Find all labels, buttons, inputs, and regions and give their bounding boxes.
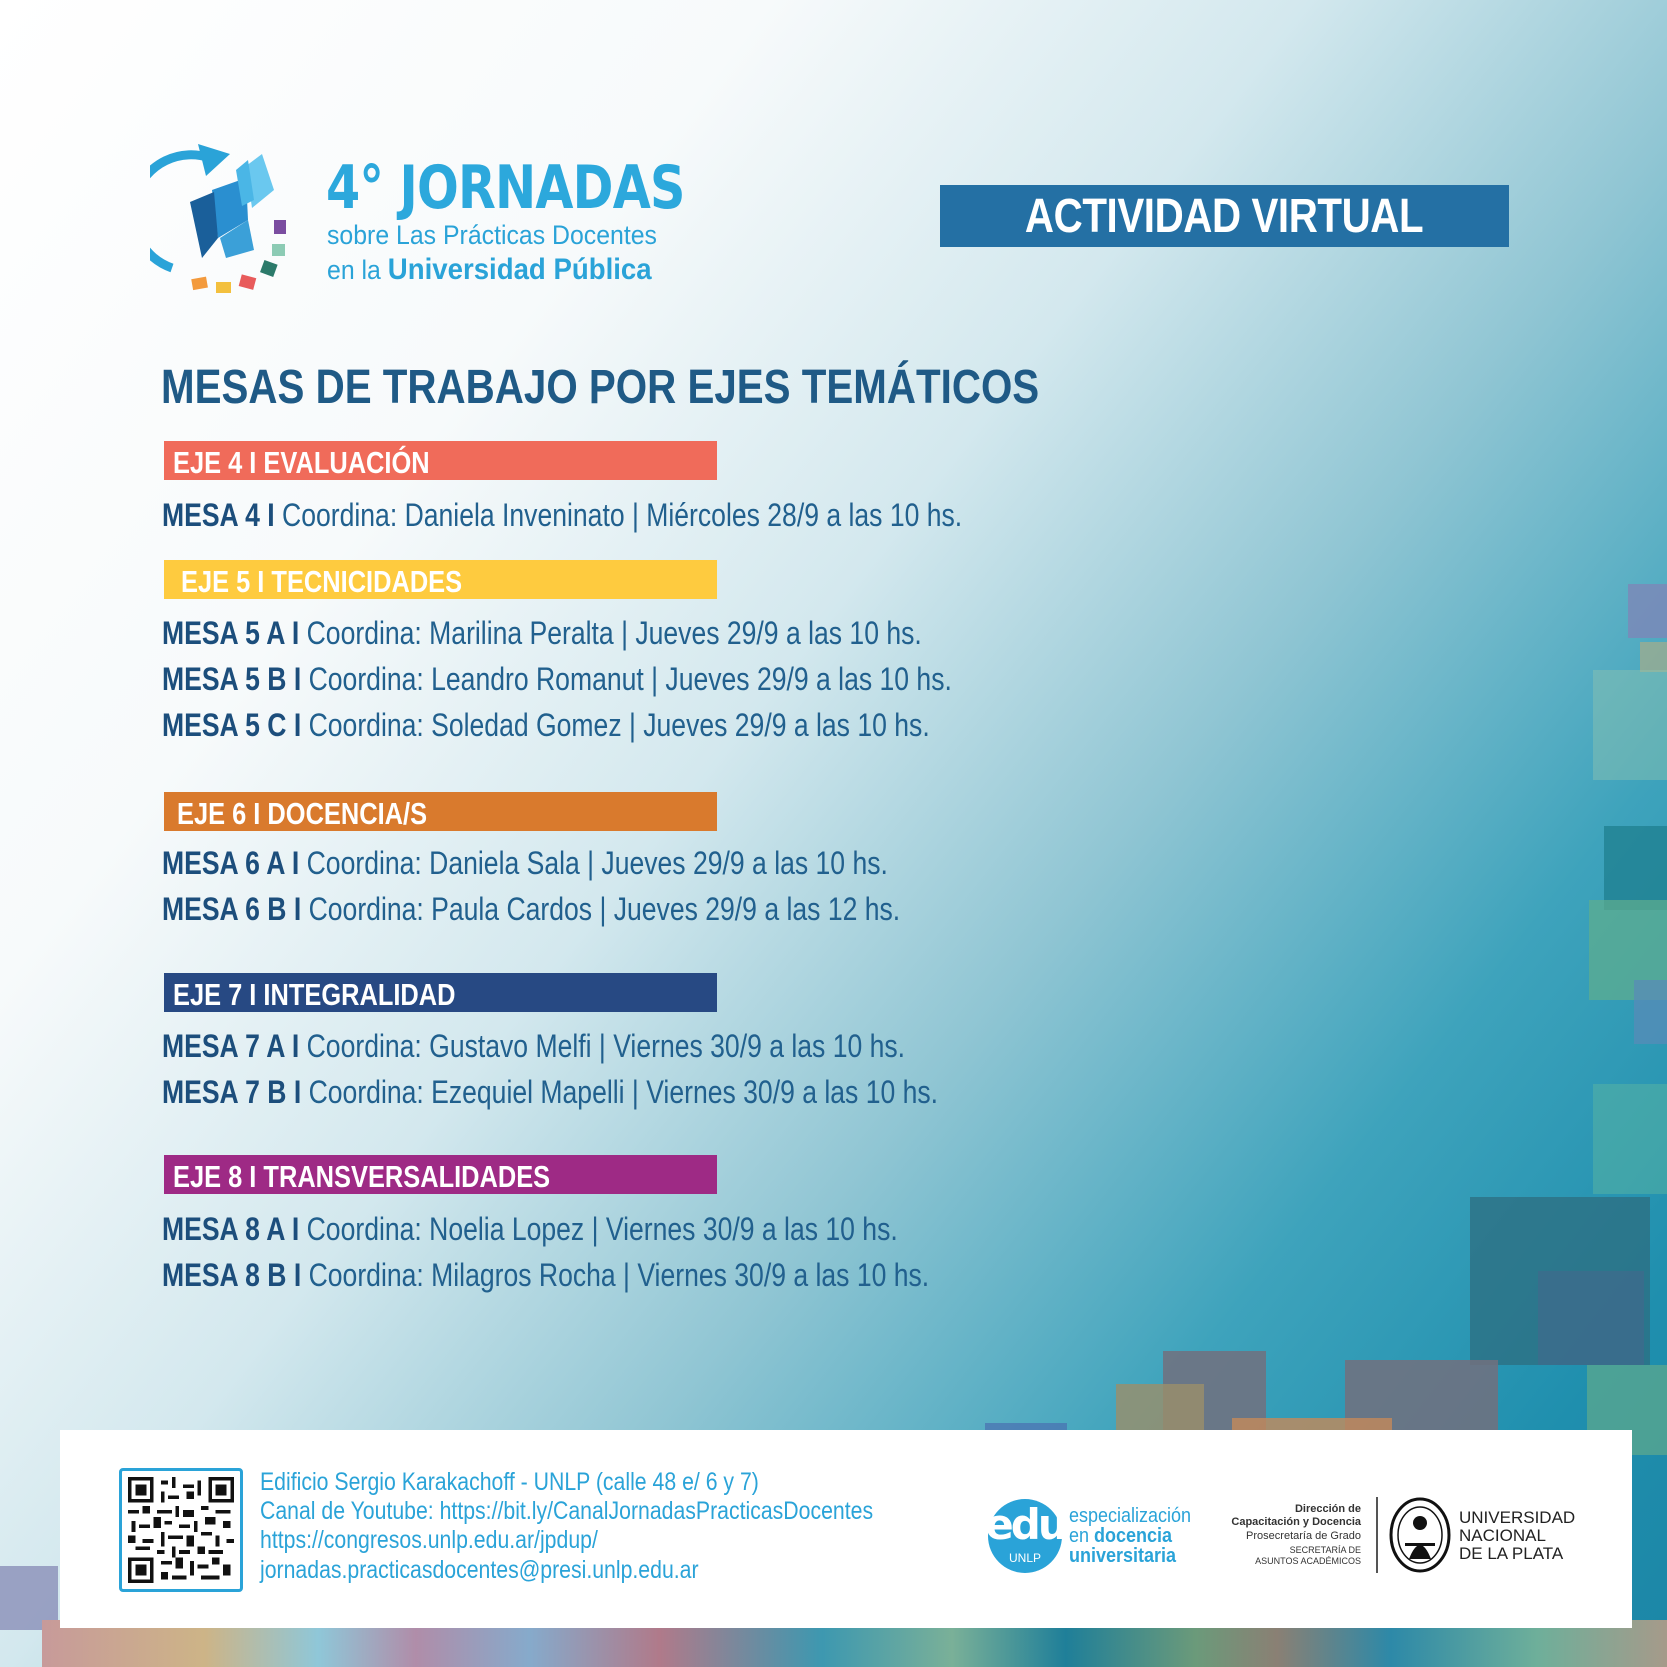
decor-square	[1593, 1084, 1667, 1194]
info-youtube-link[interactable]: Canal de Youtube: https://bit.ly/CanalJo…	[260, 1497, 874, 1525]
decor-square	[1593, 670, 1667, 780]
info-address: Edificio Sergio Karakachoff - UNLP (call…	[260, 1468, 759, 1496]
eje-4-bar: EJE 4 I EVALUACIÓN	[164, 441, 717, 480]
mesa-code: MESA 5 A I	[162, 615, 300, 651]
mesa-detail: Coordina: Leandro Romanut | Jueves 29/9 …	[301, 661, 952, 697]
eje-label: EJE 6 I DOCENCIA/S	[177, 796, 428, 831]
edu-line-3: universitaria	[1069, 1545, 1177, 1567]
mesa-detail: Coordina: Noelia Lopez | Viernes 30/9 a …	[299, 1211, 898, 1247]
eje-8-bar: EJE 8 I TRANSVERSALIDADES	[164, 1155, 717, 1194]
mesa-code: MESA 5 C I	[162, 707, 302, 743]
mesa-row: MESA 7 A I Coordina: Gustavo Melfi | Vie…	[162, 1028, 905, 1065]
eje-6-bar: EJE 6 I DOCENCIA/S	[164, 792, 717, 831]
edu-line-2: en docencia	[1069, 1526, 1172, 1546]
decor-square	[1634, 980, 1667, 1044]
info-website-link[interactable]: https://congresos.unlp.edu.ar/jpdup/	[260, 1526, 598, 1554]
decor-square	[1628, 584, 1667, 638]
direccion-line-2: Capacitación y Docencia	[1231, 1516, 1361, 1528]
virtual-activity-badge: ACTIVIDAD VIRTUAL	[940, 185, 1509, 247]
mesa-code: MESA 8 A I	[162, 1211, 300, 1247]
unlp-line-1: UNIVERSIDAD	[1459, 1508, 1576, 1527]
mesa-row: MESA 5 A I Coordina: Marilina Peralta | …	[162, 615, 922, 652]
edu-line-2-prefix: en	[1069, 1525, 1090, 1547]
mesa-row: MESA 6 A I Coordina: Daniela Sala | Juev…	[162, 845, 888, 882]
mesa-row: MESA 7 B I Coordina: Ezequiel Mapelli | …	[162, 1074, 938, 1111]
edu-mark: edu	[985, 1500, 1067, 1549]
direccion-line-3: Prosecretaría de Grado	[1246, 1530, 1361, 1542]
mesa-code: MESA 7 B I	[162, 1074, 302, 1110]
jornadas-logo-icon	[150, 144, 286, 293]
mesa-detail: Coordina: Daniela Inveninato | Miércoles…	[274, 497, 963, 533]
eje-5-bar: EJE 5 I TECNICIDADES	[164, 560, 717, 599]
unlp-line-2: NACIONAL	[1459, 1526, 1546, 1545]
logo-subtitle-prefix: en la	[327, 255, 381, 285]
edu-line-2-bold: docencia	[1094, 1525, 1173, 1547]
decor-square	[0, 1566, 58, 1630]
mesa-detail: Coordina: Ezequiel Mapelli | Viernes 30/…	[301, 1074, 939, 1110]
direccion-line-1: Dirección de	[1294, 1503, 1361, 1515]
badge-label: ACTIVIDAD VIRTUAL	[1025, 189, 1424, 243]
eje-label: EJE 5 I TECNICIDADES	[181, 564, 463, 599]
logo-subtitle-2: en la Universidad Pública	[327, 255, 652, 285]
mesa-row: MESA 8 B I Coordina: Milagros Rocha | Vi…	[162, 1257, 929, 1294]
mesa-detail: Coordina: Soledad Gomez | Jueves 29/9 a …	[301, 707, 930, 743]
mesa-code: MESA 8 B I	[162, 1257, 302, 1293]
page-title: MESAS DE TRABAJO POR EJES TEMÁTICOS	[161, 361, 1040, 414]
logo-subtitle: sobre Las Prácticas Docentes	[327, 220, 657, 250]
mesa-code: MESA 5 B I	[162, 661, 302, 697]
eje-7-bar: EJE 7 I INTEGRALIDAD	[164, 973, 717, 1012]
direccion-line-5: ASUNTOS ACADÉMICOS	[1255, 1556, 1361, 1566]
direccion-line-4: SECRETARÍA DE	[1289, 1545, 1361, 1555]
mesa-code: MESA 4 I	[162, 497, 275, 533]
qr-code-icon[interactable]	[119, 1468, 243, 1592]
mesa-row: MESA 4 I Coordina: Daniela Inveninato | …	[162, 497, 962, 534]
mesa-row: MESA 6 B I Coordina: Paula Cardos | Juev…	[162, 891, 900, 928]
unlp-seal-icon	[1389, 1497, 1451, 1573]
mesa-row: MESA 5 C I Coordina: Soledad Gomez | Jue…	[162, 707, 930, 744]
mesa-row: MESA 8 A I Coordina: Noelia Lopez | Vier…	[162, 1211, 898, 1248]
logo-title: 4° JORNADAS	[326, 153, 685, 223]
decor-square	[1604, 826, 1667, 910]
mesa-code: MESA 7 A I	[162, 1028, 300, 1064]
decor-square	[1640, 642, 1667, 672]
edu-line-1: especialización	[1069, 1505, 1192, 1527]
decor-square	[1538, 1271, 1644, 1365]
eje-label: EJE 4 I EVALUACIÓN	[173, 445, 430, 480]
edu-logo-icon	[988, 1499, 1062, 1573]
mesa-detail: Coordina: Marilina Peralta | Jueves 29/9…	[299, 615, 922, 651]
edu-sub: UNLP	[1008, 1551, 1041, 1565]
decor-square	[985, 1423, 1067, 1433]
logo-subtitle-bold: Universidad Pública	[387, 253, 652, 286]
unlp-line-3: DE LA PLATA	[1459, 1544, 1564, 1563]
eje-label: EJE 8 I TRANSVERSALIDADES	[173, 1159, 551, 1194]
mesa-code: MESA 6 A I	[162, 845, 300, 881]
eje-label: EJE 7 I INTEGRALIDAD	[173, 977, 456, 1012]
mesa-code: MESA 6 B I	[162, 891, 302, 927]
footer-divider	[1376, 1497, 1378, 1573]
mesa-row: MESA 5 B I Coordina: Leandro Romanut | J…	[162, 661, 952, 698]
mesa-detail: Coordina: Gustavo Melfi | Viernes 30/9 a…	[299, 1028, 906, 1064]
mesa-detail: Coordina: Daniela Sala | Jueves 29/9 a l…	[299, 845, 888, 881]
info-email-link[interactable]: jornadas.practicasdocentes@presi.unlp.ed…	[260, 1556, 699, 1584]
mesa-detail: Coordina: Paula Cardos | Jueves 29/9 a l…	[301, 891, 901, 927]
decor-square	[1116, 1384, 1204, 1434]
mesa-detail: Coordina: Milagros Rocha | Viernes 30/9 …	[301, 1257, 930, 1293]
footer-panel	[60, 1430, 1632, 1628]
